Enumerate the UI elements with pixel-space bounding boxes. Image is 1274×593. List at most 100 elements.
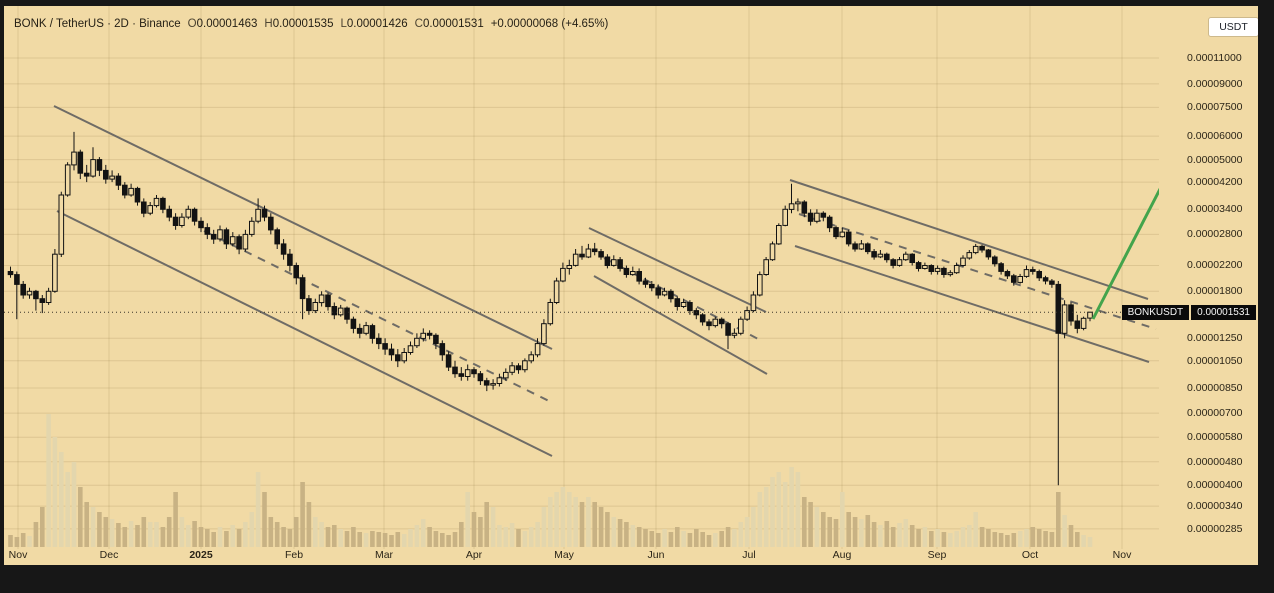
volume-bar (630, 525, 636, 547)
candle-body (318, 294, 325, 304)
volume-bar (306, 502, 312, 547)
exchange-label: Binance (139, 18, 181, 30)
volume-bar (643, 529, 648, 547)
volume-bar (478, 517, 483, 547)
volume-bar (808, 502, 813, 547)
candle-body (795, 201, 801, 205)
volume-bar (78, 487, 83, 547)
volume-bar (382, 533, 388, 547)
volume-bar (979, 527, 985, 547)
candle-body (617, 259, 623, 269)
candle-body (807, 212, 814, 222)
candle-body (242, 233, 249, 250)
candle-body (1004, 271, 1011, 277)
volume-bar (103, 517, 109, 547)
volume-bar (713, 533, 718, 547)
candle-body (1055, 283, 1062, 334)
volume-bar (205, 529, 210, 547)
candle-body (26, 290, 33, 296)
candle-body (350, 318, 357, 329)
volume-bar (890, 527, 896, 547)
volume-bar (287, 529, 293, 547)
price-tick-label: 0.00000580 (1187, 431, 1243, 443)
price-axis[interactable]: 0.00011000 0.00009000 0.00007500 0.00006000… (1159, 6, 1258, 549)
candle-body (306, 298, 312, 312)
candle-body (185, 208, 192, 218)
candle-body (141, 201, 147, 214)
volume-bar (401, 534, 407, 547)
channel-lower-line[interactable] (593, 275, 768, 375)
channel-mid-line[interactable] (798, 213, 1157, 330)
time-tick-label: Nov (1112, 549, 1132, 561)
volume-bar (1024, 529, 1029, 547)
volume-bar (573, 497, 578, 547)
channel-lower-line[interactable] (56, 210, 553, 457)
candle-body (706, 321, 712, 327)
channel-upper-line[interactable] (789, 179, 1149, 300)
candle-body (909, 253, 916, 263)
volume-bar (198, 527, 204, 547)
volume-bar (992, 532, 998, 547)
volume-bar (293, 517, 299, 547)
volume-bar (166, 517, 172, 547)
candle-body (496, 377, 503, 384)
volume-bar (173, 492, 178, 547)
volume-bar (649, 531, 655, 547)
candle-body (414, 337, 420, 347)
volume-bar (1068, 525, 1074, 547)
candle-body (744, 310, 750, 320)
volume-bar (27, 536, 32, 547)
volume-bar (751, 507, 756, 547)
volume-bar (567, 492, 572, 547)
volume-bar (65, 472, 70, 547)
volume-bar (681, 531, 686, 547)
volume-bar (859, 519, 864, 547)
volume-bar (605, 512, 610, 547)
candle-body (623, 267, 630, 275)
volume-bar (554, 492, 559, 547)
channel-upper-line[interactable] (53, 105, 553, 350)
volume-bar (903, 519, 909, 547)
candle-body (210, 233, 217, 240)
currency-toggle-button[interactable]: USDT (1209, 18, 1258, 36)
volume-bar (389, 535, 394, 547)
channel-mid-line[interactable] (203, 230, 552, 403)
volume-bar (541, 507, 547, 547)
candle-body (718, 318, 725, 325)
volume-bar (795, 472, 801, 547)
volume-bar (1036, 529, 1042, 547)
candle-body (420, 332, 426, 339)
time-axis[interactable]: Nov Dec 2025 Feb Mar Apr May Jun Jul Aug Sep Oct Nov (4, 547, 1159, 565)
channel-upper-line[interactable] (588, 227, 767, 313)
channel-lower-line[interactable] (794, 245, 1150, 363)
candle-body (223, 229, 230, 245)
price-tick-label: 0.00005000 (1187, 154, 1243, 166)
candle-body (388, 348, 395, 356)
volume-bar (954, 531, 959, 547)
candle-body (636, 271, 643, 282)
volume-bar (935, 529, 940, 547)
volume-bar (878, 525, 883, 547)
price-chart-canvas[interactable] (4, 6, 1159, 565)
volume-bar (154, 522, 159, 547)
trend-arrow[interactable] (1091, 158, 1159, 320)
volume-bar (33, 522, 39, 547)
candle-body (941, 267, 947, 275)
volume-bar (433, 531, 439, 547)
volume-bar (255, 472, 261, 547)
candle-body (566, 265, 573, 269)
candle-body (642, 280, 649, 285)
volume-bar (141, 517, 147, 547)
volume-bar (744, 517, 750, 547)
candle-body (865, 243, 871, 253)
volume-bar (998, 533, 1004, 547)
volume-bar (71, 462, 77, 547)
volume-bar (243, 522, 248, 547)
volume-bar (865, 515, 871, 547)
candle-body (928, 265, 935, 272)
price-tick-label: 0.00002800 (1187, 228, 1243, 240)
candle-body (1017, 276, 1024, 283)
candle-body (585, 248, 592, 258)
candle-body (649, 283, 655, 289)
candle-body (598, 251, 604, 258)
